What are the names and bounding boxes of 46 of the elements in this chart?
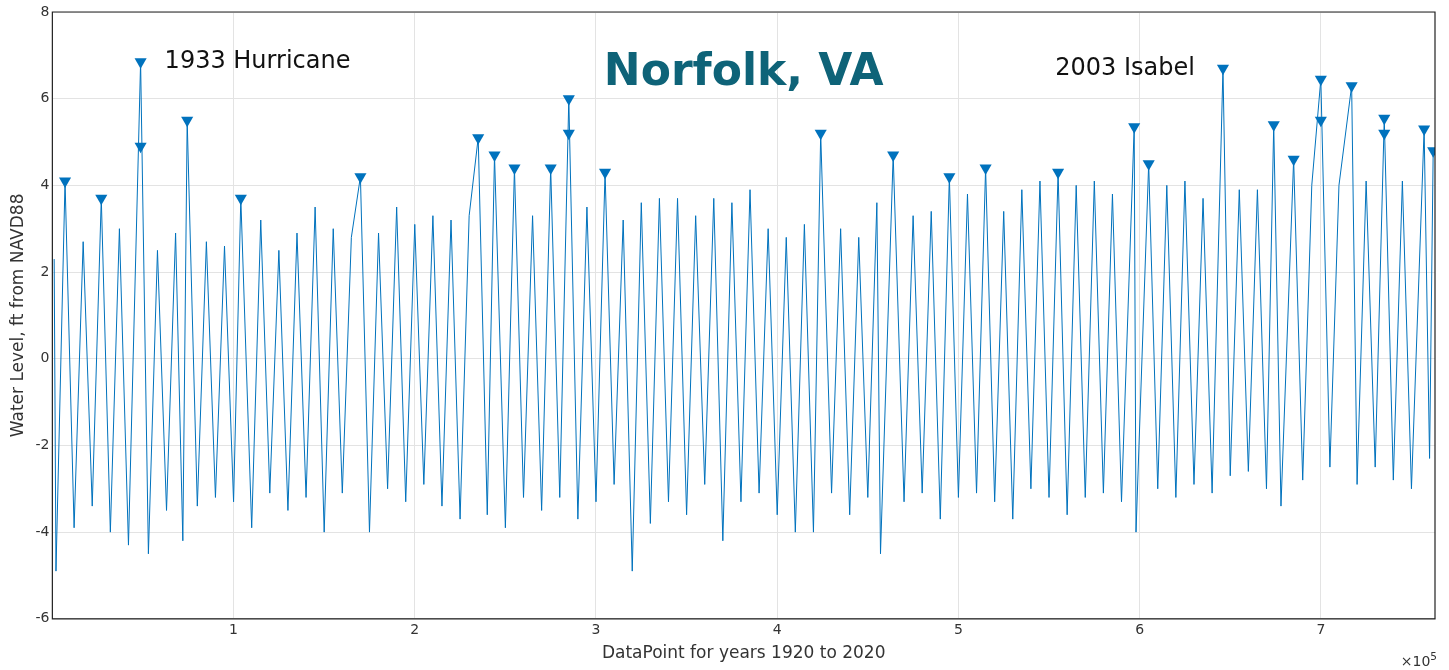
x-tick-label: 1 [229, 620, 239, 637]
point [814, 129, 827, 141]
point [1128, 123, 1141, 134]
x-tick-label: 7 [1316, 620, 1326, 637]
x-tick-label: 6 [1135, 620, 1145, 637]
point [943, 173, 956, 184]
y-tick-label: 8 [40, 2, 50, 19]
x-tick-label: 3 [591, 620, 601, 637]
point [562, 129, 575, 141]
annotation: 2003 Isabel [1055, 52, 1195, 81]
annotation: 1933 Hurricane [164, 46, 351, 75]
point [1345, 82, 1358, 93]
y-tick-label: 2 [40, 262, 50, 279]
point [1314, 75, 1327, 87]
point [887, 151, 900, 163]
point [1216, 64, 1230, 76]
x-axis-title: DataPoint for years 1920 to 2020 [601, 642, 886, 663]
x-tick-label: 4 [772, 620, 782, 637]
y-tick-label: 0 [40, 349, 50, 366]
point [134, 142, 147, 154]
y-tick-label: -4 [35, 522, 50, 539]
point [1378, 129, 1391, 141]
y-tick-label: -2 [35, 436, 50, 453]
text: Norfolk, VA [603, 44, 884, 96]
point [1378, 114, 1391, 126]
point [95, 194, 108, 206]
point [1314, 116, 1327, 128]
x-tick-label: 2 [410, 620, 420, 637]
y-tick-label: 6 [40, 89, 50, 106]
point [979, 164, 992, 176]
point [562, 95, 575, 106]
x-tick-label: 5 [953, 620, 963, 637]
point [181, 116, 194, 128]
y-tick-label: 4 [40, 176, 50, 193]
point [1142, 160, 1155, 171]
point [1052, 168, 1065, 180]
point [544, 164, 557, 176]
point [134, 58, 147, 69]
point [1267, 121, 1280, 132]
point [234, 194, 247, 206]
point [1287, 155, 1300, 167]
point [472, 134, 485, 145]
point [354, 173, 367, 184]
point [598, 168, 612, 180]
y-axis-title: Water Level, ft from NAVD88 [6, 193, 27, 438]
y-tick-label: -6 [35, 609, 50, 626]
